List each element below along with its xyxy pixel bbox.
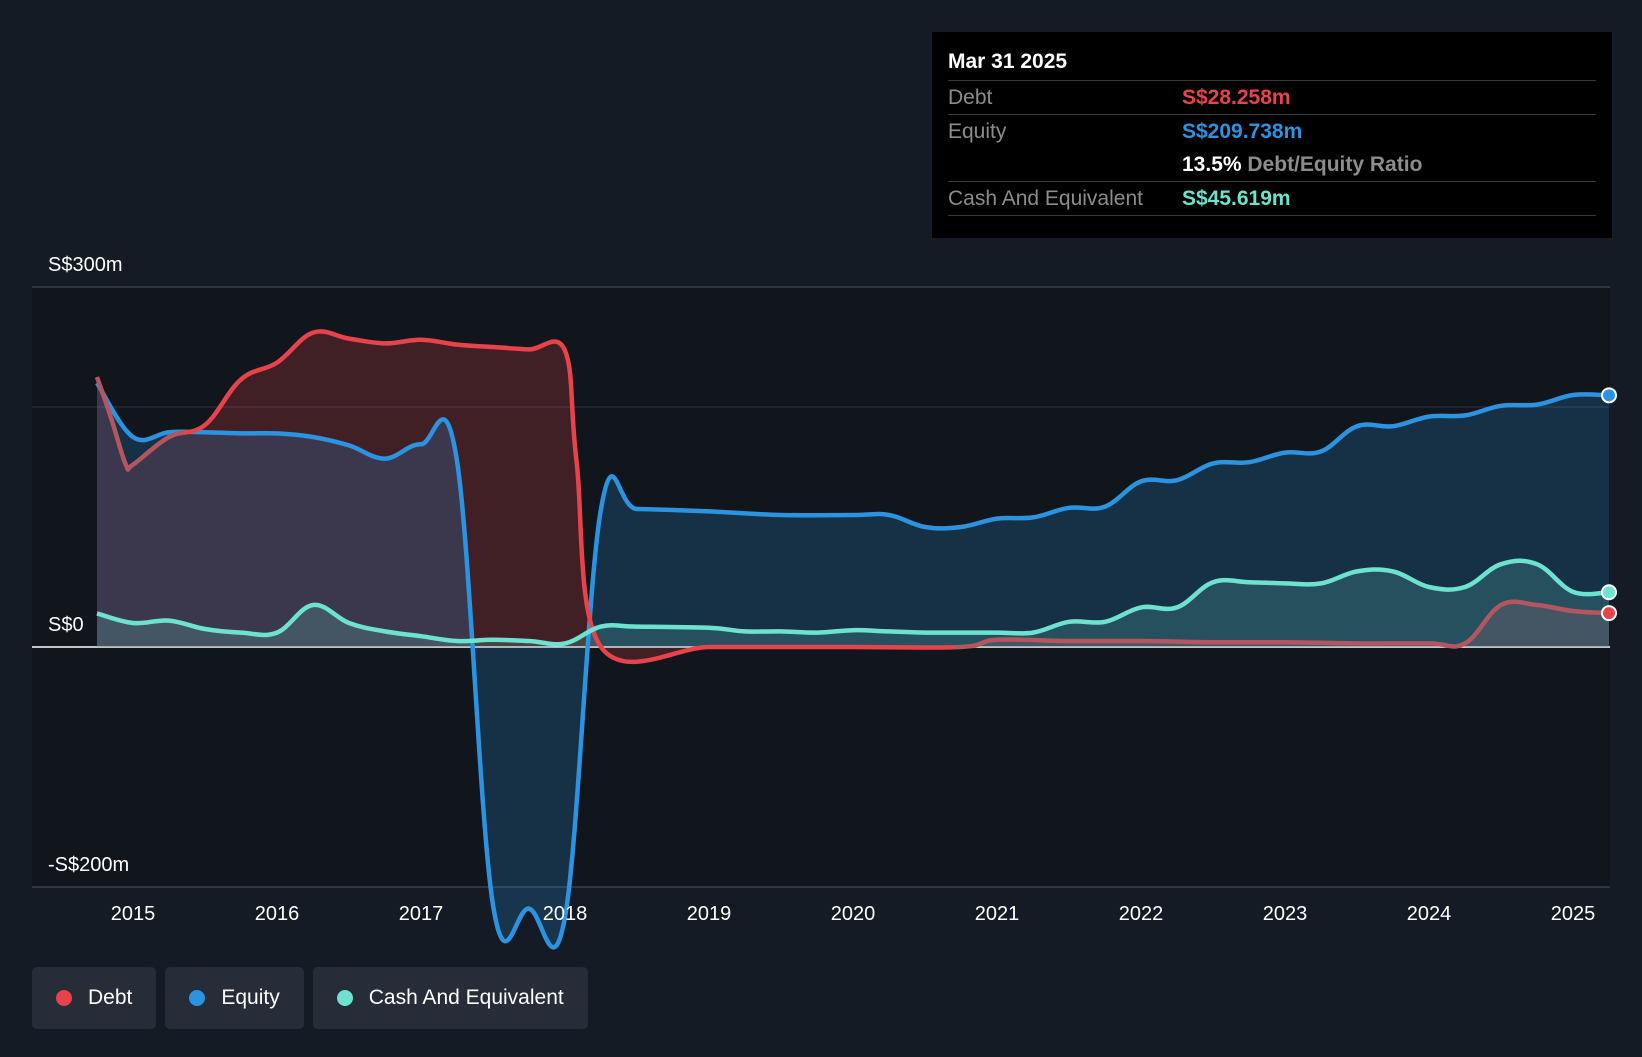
- legend-label-debt: Debt: [88, 986, 133, 1009]
- y-tick-label: S$300m: [48, 254, 123, 276]
- tooltip-debt-label: Debt: [948, 86, 993, 109]
- tooltip-cash-value: S$45.619m: [1182, 187, 1291, 210]
- legend-label-cash: Cash And Equivalent: [368, 986, 564, 1009]
- line-equity: [95, 381, 1610, 950]
- x-tick-label: 2015: [111, 903, 156, 925]
- area-equity: [97, 383, 1609, 948]
- y-axis-labels: S$300m S$0 -S$200m: [48, 254, 129, 876]
- endpoint-equity: [1601, 387, 1617, 404]
- legend-dot-cash-icon: [336, 990, 353, 1006]
- x-tick-label: 2020: [831, 903, 876, 925]
- legend-item-debt[interactable]: Debt: [32, 967, 157, 1029]
- tooltip-row-debt: Debt S$28.258m: [948, 80, 1596, 114]
- tooltip-debt-value: S$28.258m: [1182, 86, 1291, 109]
- tooltip-ratio-value: 13.5%: [1182, 153, 1242, 176]
- y-tick-label: S$0: [48, 614, 84, 636]
- x-tick-label: 2018: [543, 903, 588, 925]
- tooltip-row-ratio: 13.5% Debt/Equity Ratio: [948, 148, 1596, 181]
- tooltip-row-cash: Cash And Equivalent S$45.619m: [948, 181, 1596, 216]
- area-debt: [97, 331, 1609, 662]
- x-tick-label: 2019: [687, 903, 732, 925]
- x-tick-label: 2021: [975, 903, 1020, 925]
- tooltip-equity-label: Equity: [948, 120, 1007, 143]
- legend-item-cash[interactable]: Cash And Equivalent: [312, 967, 588, 1029]
- tooltip-cash-label: Cash And Equivalent: [948, 187, 1143, 210]
- x-tick-label: 2016: [255, 903, 300, 925]
- legend-dot-equity-icon: [189, 990, 206, 1006]
- x-tick-label: 2022: [1119, 903, 1164, 925]
- series-lines: [94, 329, 1610, 950]
- y-tick-label: -S$200m: [48, 854, 129, 876]
- legend-item-equity[interactable]: Equity: [165, 967, 304, 1029]
- legend-dot-debt-icon: [56, 990, 72, 1006]
- series-endpoints: [1601, 387, 1617, 622]
- x-tick-label: 2023: [1263, 903, 1308, 925]
- tooltip-row-equity: Equity S$209.738m: [948, 114, 1596, 148]
- plot-background: [32, 287, 1610, 887]
- x-tick-label: 2025: [1551, 903, 1596, 925]
- line-cash: [96, 558, 1610, 647]
- endpoint-debt: [1601, 605, 1617, 622]
- x-axis-labels: 2015 2016 2017 2018 2019 2020 2021 2022 2023 2024…: [111, 903, 1596, 925]
- x-tick-label: 2017: [399, 903, 444, 925]
- tooltip-ratio-label: Debt/Equity Ratio: [1247, 153, 1423, 176]
- x-tick-label: 2024: [1407, 903, 1452, 925]
- chart-legend: Debt Equity Cash And Equivalent: [32, 967, 588, 1029]
- tooltip-panel: Mar 31 2025 Debt S$28.258m Equity S$209.…: [932, 32, 1612, 238]
- legend-label-equity: Equity: [221, 986, 280, 1009]
- endpoint-cash: [1601, 584, 1617, 601]
- tooltip-date: Mar 31 2025: [948, 50, 1068, 73]
- tooltip-equity-value: S$209.738m: [1182, 120, 1303, 143]
- tooltip-ratio: 13.5% Debt/Equity Ratio: [1182, 148, 1422, 181]
